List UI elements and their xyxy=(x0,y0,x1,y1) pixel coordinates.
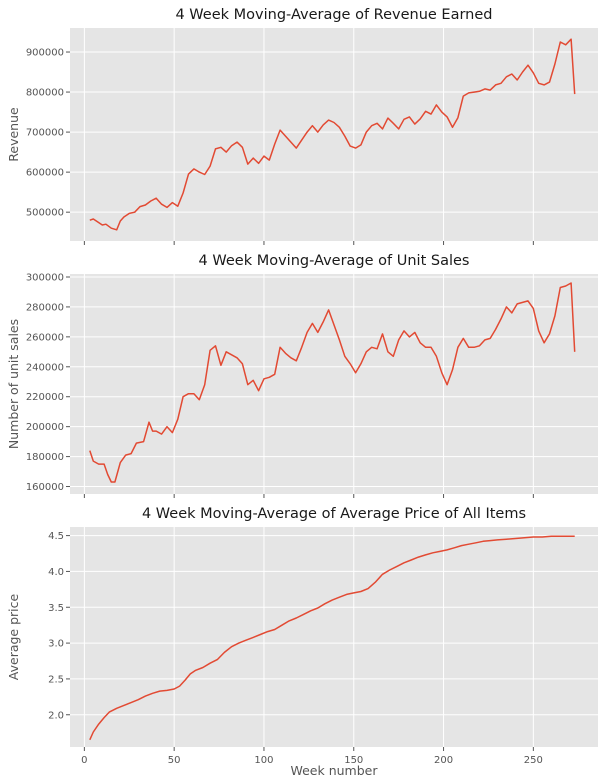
y-tick-label: 2.0 xyxy=(48,710,64,721)
y-tick-label: 200000 xyxy=(26,422,64,433)
y-tick-label: 600000 xyxy=(26,168,64,179)
chart-title: 4 Week Moving-Average of Revenue Earned xyxy=(175,7,492,23)
y-tick-label: 2.5 xyxy=(48,674,64,685)
y-tick-label: 900000 xyxy=(26,48,64,59)
y-tick-label: 3.5 xyxy=(48,603,64,614)
y-tick-label: 700000 xyxy=(26,128,64,139)
y-tick-label: 280000 xyxy=(26,302,64,313)
y-tick-label: 180000 xyxy=(26,452,64,463)
x-tick-label: 100 xyxy=(254,755,273,766)
y-tick-label: 800000 xyxy=(26,88,64,99)
plot-area xyxy=(70,527,598,747)
x-tick-label: 250 xyxy=(524,755,543,766)
x-tick-label: 150 xyxy=(344,755,363,766)
y-tick-label: 220000 xyxy=(26,392,64,403)
y-axis-title: Number of unit sales xyxy=(6,319,21,449)
y-tick-label: 240000 xyxy=(26,362,64,373)
y-tick-label: 4.5 xyxy=(48,531,64,542)
y-axis-title: Revenue xyxy=(6,107,21,162)
chart-title: 4 Week Moving-Average of Unit Sales xyxy=(199,253,470,269)
x-tick-label: 200 xyxy=(434,755,453,766)
y-tick-label: 3.0 xyxy=(48,639,64,650)
y-axis-title: Average price xyxy=(6,593,21,680)
chart-panel-2: 160000 180000 200000 220000 240000 260000 2800… xyxy=(6,253,598,498)
series-line xyxy=(89,282,576,483)
x-tick-label: 0 xyxy=(81,755,87,766)
y-tick-label: 500000 xyxy=(26,208,64,219)
plot-area xyxy=(70,28,598,241)
chart-title: 4 Week Moving-Average of Average Price o… xyxy=(142,506,526,522)
chart-panel-3: 2.0 2.5 3.0 3.5 4.0 4.5 0 50 100 150 200 250 4 Week … xyxy=(6,506,598,778)
x-tick-label: 50 xyxy=(168,755,181,766)
y-tick-label: 160000 xyxy=(26,482,64,493)
y-tick-label: 4.0 xyxy=(48,567,64,578)
chart-panel-1: 500000 600000 700000 800000 900000 4 Week Mov… xyxy=(6,7,598,245)
series-line xyxy=(89,38,576,231)
y-tick-label: 260000 xyxy=(26,332,64,343)
y-tick-label: 300000 xyxy=(26,272,64,283)
series-line xyxy=(89,535,575,741)
x-axis-title: Week number xyxy=(290,763,378,778)
